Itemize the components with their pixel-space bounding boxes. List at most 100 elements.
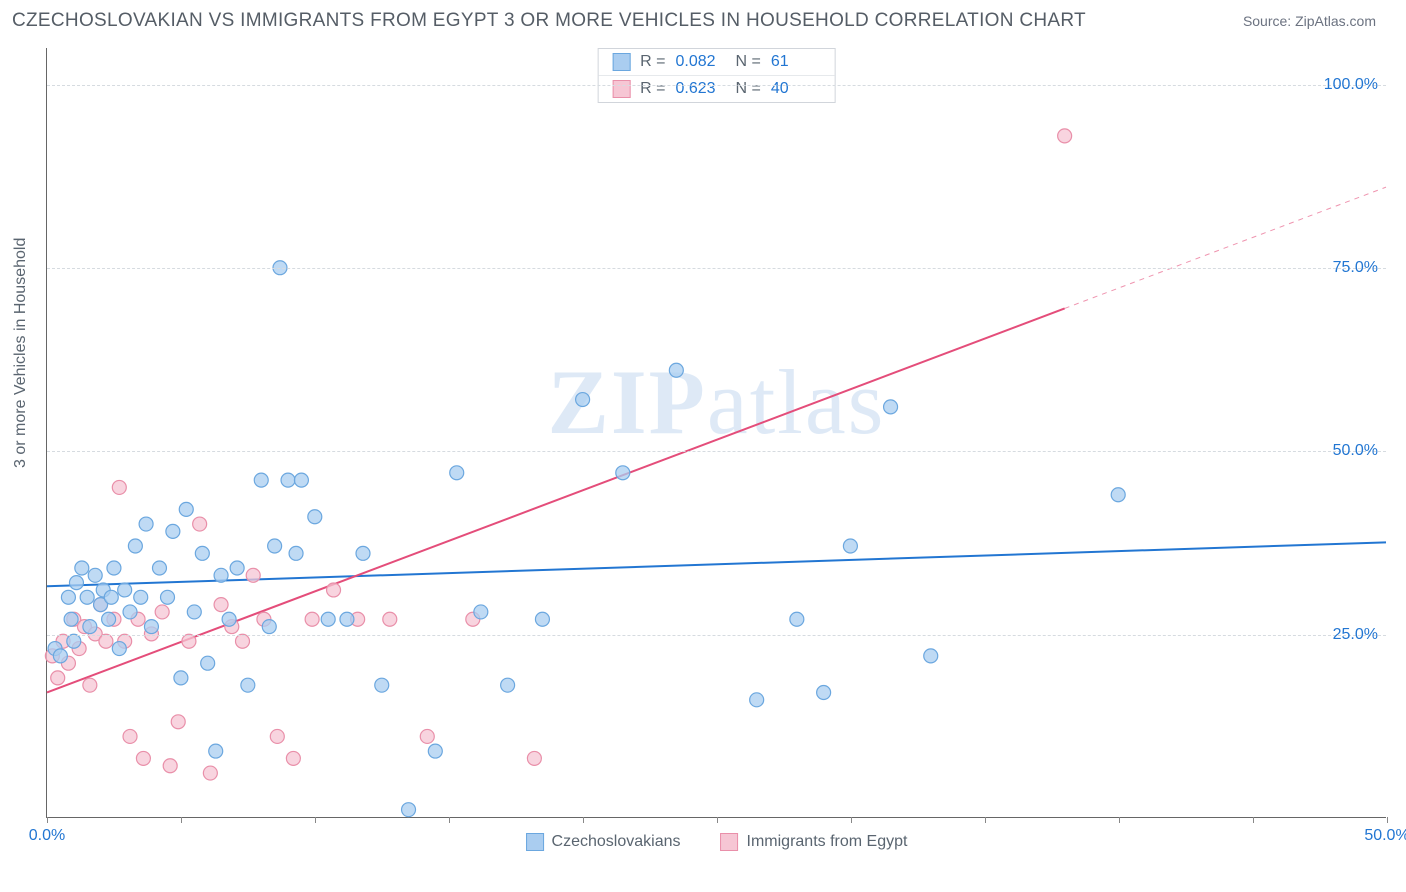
scatter-point	[535, 612, 549, 626]
scatter-point	[268, 539, 282, 553]
scatter-point	[1111, 488, 1125, 502]
scatter-point	[356, 546, 370, 560]
scatter-point	[75, 561, 89, 575]
scatter-point	[884, 400, 898, 414]
x-tick	[1387, 817, 1388, 823]
grid-line	[47, 451, 1386, 452]
scatter-point	[80, 590, 94, 604]
scatter-point	[308, 510, 322, 524]
y-tick-label: 25.0%	[1333, 626, 1378, 644]
scatter-point	[193, 517, 207, 531]
scatter-point	[83, 678, 97, 692]
chart-svg	[47, 48, 1386, 817]
scatter-point	[402, 803, 416, 817]
plot-area: ZIPatlas R = 0.082 N = 61 R = 0.623 N = …	[46, 48, 1386, 818]
scatter-point	[136, 751, 150, 765]
scatter-point	[750, 693, 764, 707]
scatter-point	[152, 561, 166, 575]
swatch-a-icon	[612, 53, 630, 71]
trend-line-extrapolated	[1065, 187, 1386, 308]
y-tick-label: 100.0%	[1324, 76, 1378, 94]
scatter-point	[118, 583, 132, 597]
scatter-point	[340, 612, 354, 626]
legend-item-a: Czechoslovakians	[526, 833, 681, 851]
scatter-point	[139, 517, 153, 531]
legend-stats-row-a: R = 0.082 N = 61	[598, 49, 835, 75]
scatter-point	[102, 612, 116, 626]
scatter-point	[527, 751, 541, 765]
scatter-point	[270, 729, 284, 743]
legend-item-b: Immigrants from Egypt	[721, 833, 908, 851]
source-label: Source: ZipAtlas.com	[1243, 13, 1376, 29]
scatter-point	[53, 649, 67, 663]
x-tick	[1253, 817, 1254, 823]
scatter-point	[305, 612, 319, 626]
scatter-point	[420, 729, 434, 743]
n-label: N =	[736, 53, 761, 71]
scatter-point	[222, 612, 236, 626]
x-tick	[315, 817, 316, 823]
scatter-point	[182, 634, 196, 648]
scatter-point	[64, 612, 78, 626]
x-tick	[1119, 817, 1120, 823]
scatter-point	[195, 546, 209, 560]
scatter-point	[327, 583, 341, 597]
n-value-a: 61	[771, 53, 821, 71]
r-label: R =	[640, 53, 665, 71]
scatter-point	[99, 634, 113, 648]
scatter-point	[83, 620, 97, 634]
scatter-point	[616, 466, 630, 480]
scatter-point	[179, 502, 193, 516]
x-tick-label: 0.0%	[29, 827, 65, 845]
swatch-a-icon	[526, 833, 544, 851]
scatter-point	[128, 539, 142, 553]
scatter-point	[104, 590, 118, 604]
scatter-point	[843, 539, 857, 553]
x-tick	[47, 817, 48, 823]
scatter-point	[134, 590, 148, 604]
y-axis-label: 3 or more Vehicles in Household	[12, 238, 30, 468]
scatter-point	[61, 590, 75, 604]
r-value-b: 0.623	[676, 80, 726, 98]
n-value-b: 40	[771, 80, 821, 98]
source-prefix: Source:	[1243, 13, 1295, 29]
scatter-point	[174, 671, 188, 685]
scatter-point	[112, 480, 126, 494]
scatter-point	[144, 620, 158, 634]
scatter-point	[201, 656, 215, 670]
scatter-point	[428, 744, 442, 758]
x-tick	[181, 817, 182, 823]
scatter-point	[817, 686, 831, 700]
x-tick	[851, 817, 852, 823]
grid-line	[47, 85, 1386, 86]
r-value-a: 0.082	[676, 53, 726, 71]
scatter-point	[123, 605, 137, 619]
source-name: ZipAtlas.com	[1295, 13, 1376, 29]
x-tick-label: 50.0%	[1364, 827, 1406, 845]
legend-series: Czechoslovakians Immigrants from Egypt	[526, 833, 908, 851]
scatter-point	[51, 671, 65, 685]
header: CZECHOSLOVAKIAN VS IMMIGRANTS FROM EGYPT…	[0, 0, 1406, 38]
scatter-point	[262, 620, 276, 634]
scatter-point	[576, 393, 590, 407]
scatter-point	[155, 605, 169, 619]
scatter-point	[69, 576, 83, 590]
scatter-point	[281, 473, 295, 487]
y-tick-label: 50.0%	[1333, 442, 1378, 460]
legend-stats: R = 0.082 N = 61 R = 0.623 N = 40	[597, 48, 836, 103]
scatter-point	[230, 561, 244, 575]
x-tick	[449, 817, 450, 823]
scatter-point	[294, 473, 308, 487]
scatter-point	[321, 612, 335, 626]
scatter-point	[214, 568, 228, 582]
chart-container: 3 or more Vehicles in Household ZIPatlas…	[0, 38, 1406, 868]
scatter-point	[123, 729, 137, 743]
scatter-point	[203, 766, 217, 780]
swatch-b-icon	[612, 80, 630, 98]
scatter-point	[161, 590, 175, 604]
n-label: N =	[736, 80, 761, 98]
scatter-point	[669, 363, 683, 377]
scatter-point	[171, 715, 185, 729]
scatter-point	[474, 605, 488, 619]
grid-line	[47, 268, 1386, 269]
